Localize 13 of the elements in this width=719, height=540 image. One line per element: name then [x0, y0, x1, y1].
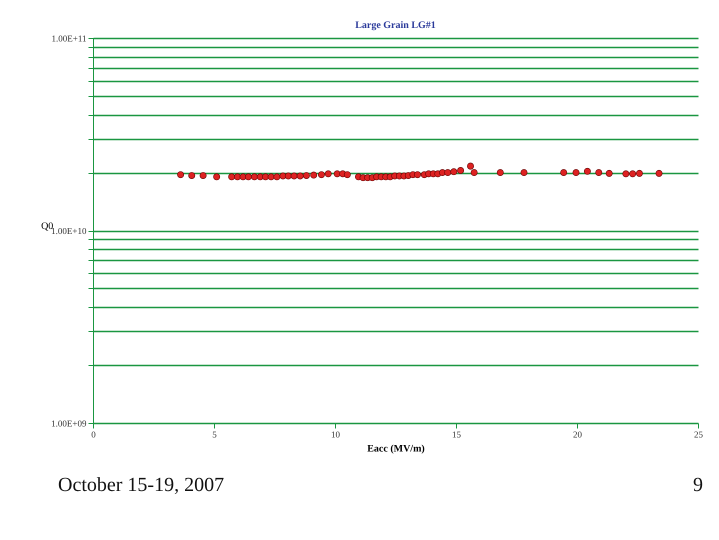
x-tick-label: 5 [212, 430, 218, 440]
x-tick-label: 20 [573, 430, 582, 440]
y-tick-label: 1.00E+09 [51, 418, 87, 428]
y-tick-label: 1.00E+11 [52, 34, 86, 44]
x-tick-label: 10 [331, 430, 340, 440]
x-tick-label: 0 [91, 430, 96, 440]
x-tick-label: 15 [452, 430, 462, 440]
text: October 15-19, 2007 [58, 474, 224, 496]
x-axis-title: Eacc (MV/m) [367, 444, 425, 454]
x-tick-label: 25 [694, 430, 704, 440]
chart-title: Large Grain LG#1 [355, 20, 436, 31]
y-axis-title: Q0 [41, 221, 54, 232]
text: 9 [693, 474, 703, 496]
